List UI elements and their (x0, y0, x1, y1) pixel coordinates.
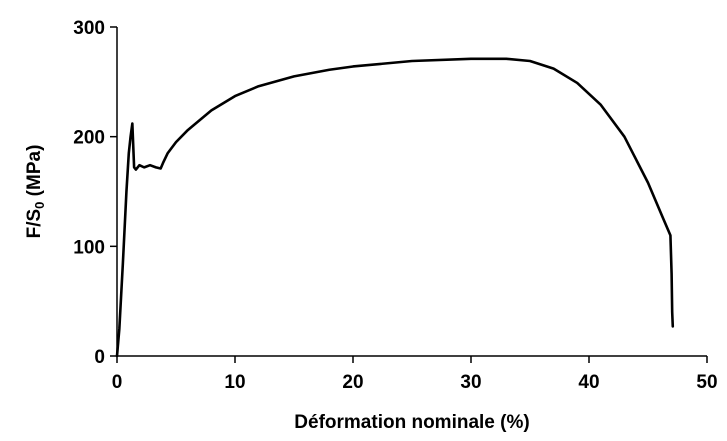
x-tick-label: 10 (224, 372, 245, 393)
x-tick-label: 0 (112, 372, 123, 393)
x-tick-label: 40 (578, 372, 599, 393)
y-tick-label: 300 (73, 18, 105, 39)
plot-area: 0 10 20 30 40 50 0 100 200 300 (73, 18, 717, 393)
y-tick-label: 100 (73, 237, 105, 258)
x-tick-10: 10 (224, 356, 246, 393)
series-line (115, 57, 675, 358)
y-tick-label: 0 (94, 347, 105, 368)
x-tick-50: 50 (696, 356, 718, 393)
x-tick-30: 30 (460, 356, 482, 393)
x-tick-label: 20 (342, 372, 363, 393)
x-tick-label: 50 (696, 372, 717, 393)
y-tick-200: 200 (73, 128, 117, 149)
y-axis-ticks: 0 100 200 300 (73, 18, 117, 368)
x-tick-40: 40 (578, 356, 600, 393)
y-axis-title: F/S0 (MPa) (24, 145, 47, 239)
y-axis-title-suffix: (MPa) (24, 145, 45, 202)
x-tick-20: 20 (342, 356, 364, 393)
y-tick-100: 100 (73, 237, 117, 258)
x-axis-title: Déformation nominale (%) (294, 412, 529, 433)
y-tick-label: 200 (73, 128, 105, 149)
x-tick-0: 0 (112, 356, 123, 393)
y-axis-title-subscript: 0 (32, 202, 47, 209)
y-axis-title-main: F/S (24, 209, 45, 239)
x-axis-ticks: 0 10 20 30 40 50 (112, 356, 718, 393)
x-tick-label: 30 (460, 372, 481, 393)
y-tick-300: 300 (73, 18, 117, 39)
y-tick-0: 0 (94, 347, 117, 368)
